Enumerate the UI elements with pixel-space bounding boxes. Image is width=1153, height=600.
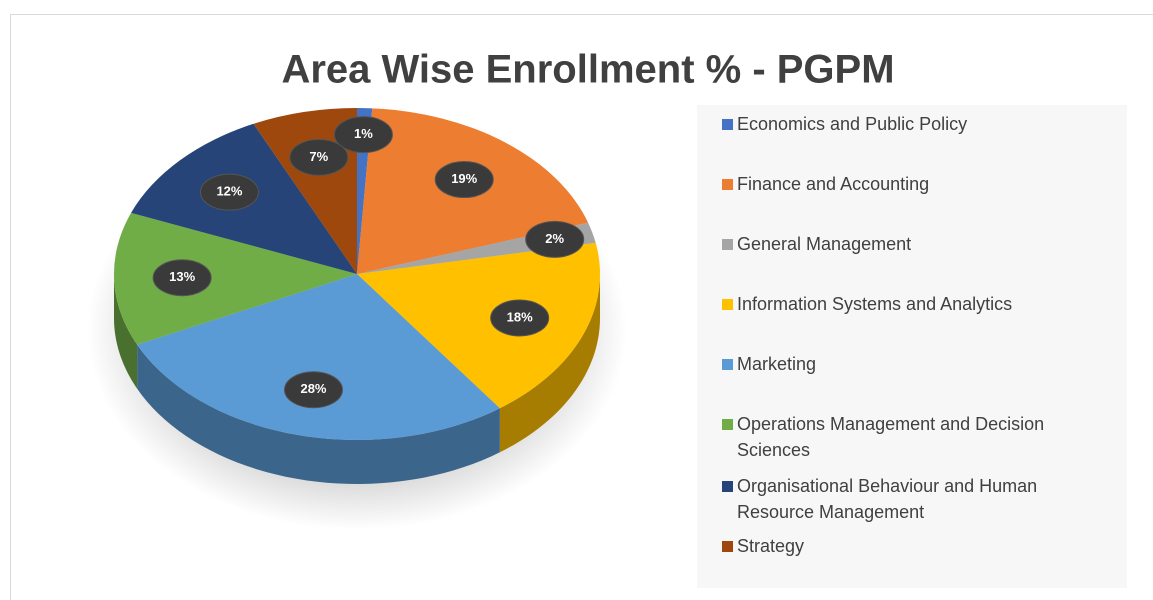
legend-item: General Management <box>722 231 1087 257</box>
data-label-bg <box>283 371 343 409</box>
slice <box>114 212 357 345</box>
legend-swatch <box>722 419 733 430</box>
legend: Economics and Public Policy Finance and A… <box>697 105 1127 588</box>
data-label: 7% <box>309 149 328 164</box>
legend-swatch <box>722 359 733 370</box>
legend-item: Finance and Accounting <box>722 171 1087 197</box>
data-label-bg <box>434 161 494 199</box>
data-label-bg <box>199 173 259 211</box>
chart-frame <box>10 14 1153 600</box>
legend-item: Economics and Public Policy <box>722 111 1087 137</box>
legend-swatch <box>722 119 733 130</box>
legend-label: Finance and Accounting <box>737 174 930 194</box>
legend-label: Organisational Behaviour and Human Resou… <box>737 476 1038 522</box>
slice <box>357 242 600 409</box>
slice-side <box>137 344 500 484</box>
slice-side <box>114 274 138 389</box>
data-label-bg <box>525 220 585 258</box>
data-label: 13% <box>169 269 195 284</box>
legend-label: Strategy <box>737 536 805 556</box>
data-label-bg <box>333 116 393 154</box>
legend-swatch <box>722 541 733 552</box>
legend-swatch <box>722 179 733 190</box>
legend-item: Marketing <box>722 351 1087 377</box>
legend-label: Information Systems and Analytics <box>737 294 1013 314</box>
legend-label: General Management <box>737 234 912 254</box>
legend-swatch <box>722 481 733 492</box>
data-label: 12% <box>216 184 242 199</box>
legend-label: Operations Management and Decision Scien… <box>737 414 1045 460</box>
data-label: 19% <box>451 171 477 186</box>
legend-item: Organisational Behaviour and Human Resou… <box>722 473 1087 525</box>
data-label-bg <box>490 299 550 337</box>
legend-label: Marketing <box>737 354 817 374</box>
slice-side <box>499 274 600 453</box>
chart-title: Area Wise Enrollment % - PGPM <box>281 48 894 92</box>
slice <box>137 274 500 440</box>
legend-item: Information Systems and Analytics <box>722 291 1087 317</box>
legend-label: Economics and Public Policy <box>737 114 968 134</box>
legend-item: Operations Management and Decision Scien… <box>722 411 1087 463</box>
data-label: 18% <box>507 309 533 324</box>
data-label-bg <box>289 138 349 176</box>
data-label-bg <box>152 259 212 297</box>
legend-swatch <box>722 299 733 310</box>
legend-swatch <box>722 239 733 250</box>
legend-item: Strategy <box>722 533 1087 559</box>
data-label: 2% <box>545 231 564 246</box>
data-label: 1% <box>354 126 373 141</box>
data-label: 28% <box>300 381 326 396</box>
